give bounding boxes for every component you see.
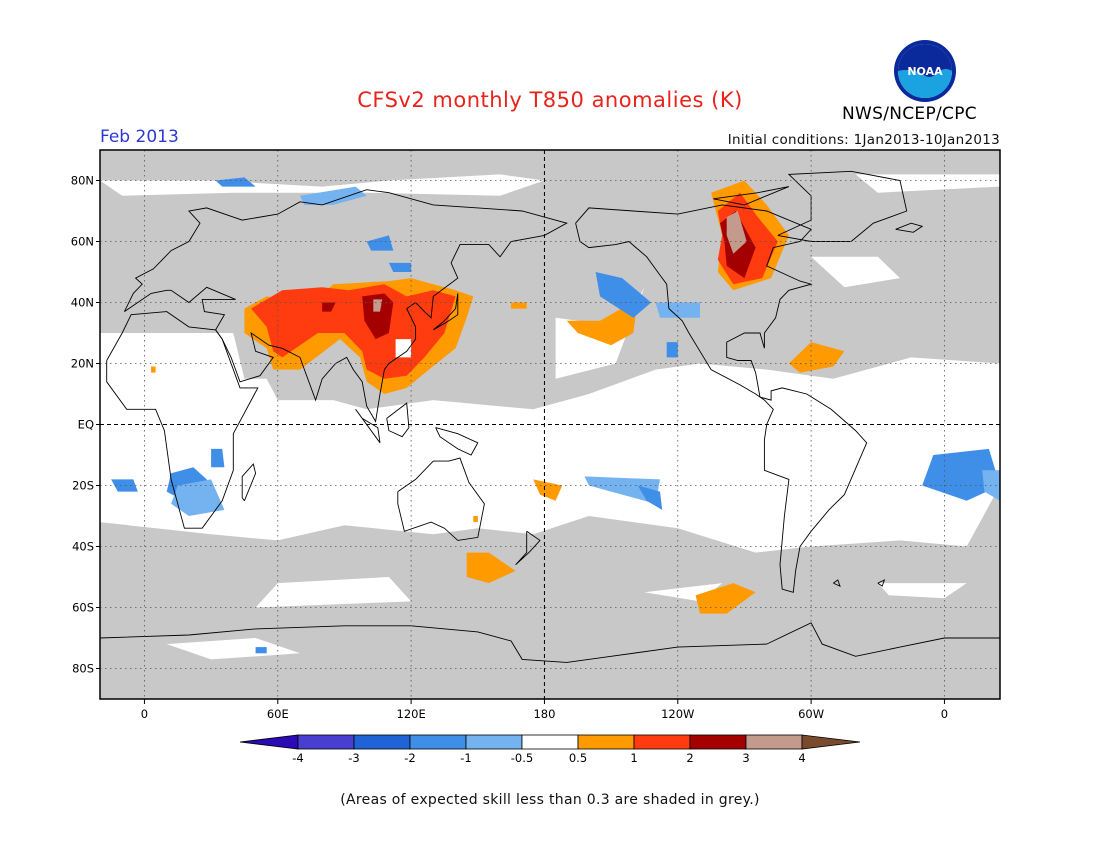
map-title: CFSv2 monthly T850 anomalies (K) [357, 88, 743, 112]
lat-tick-label: 60N [71, 235, 94, 249]
anomaly-patch-2 [362, 293, 394, 340]
coastline-7 [386, 402, 410, 438]
colorbar-tick-label: -0.5 [511, 751, 533, 765]
coastline-0 [106, 311, 259, 529]
coastline-9 [575, 204, 868, 593]
colorbar-bin [689, 734, 747, 750]
lat-tick-label: 20N [71, 357, 94, 371]
colorbar-tick-label: 1 [630, 751, 637, 765]
colorbar-bin [297, 734, 355, 750]
coastline-2 [241, 463, 257, 502]
colorbar-tick-label: -2 [404, 751, 415, 765]
anomaly-patch-3 [322, 302, 336, 312]
anomaly-patch-20 [111, 479, 138, 492]
anomaly-patch-24 [637, 485, 663, 510]
anomaly-patch-6 [511, 302, 527, 309]
colorbar-bin [239, 734, 299, 750]
skill-region-5 [255, 577, 412, 608]
anomaly-patch-17 [151, 366, 156, 373]
lat-tick-label: 40S [72, 540, 94, 554]
lat-tick-label: 80S [72, 662, 94, 676]
initial-conditions: Initial conditions: 1Jan2013-10Jan2013 [727, 132, 1000, 148]
anomaly-patch-32 [255, 647, 267, 654]
colorbar-bin [633, 734, 691, 750]
lon-tick-label: 120E [397, 707, 426, 721]
skill-region-3 [100, 174, 545, 196]
colorbar-tick-label: 3 [742, 751, 749, 765]
anomaly-patch-16 [473, 516, 478, 523]
anomaly-patch-27 [666, 342, 678, 358]
anomaly-patch-12 [788, 342, 845, 373]
colorbar-tick-label: 2 [686, 751, 693, 765]
lon-tick-label: 60W [798, 707, 824, 721]
lon-tick-label: 180 [533, 707, 555, 721]
anomaly-patch-23 [584, 476, 660, 504]
valid-period: Feb 2013 [100, 127, 179, 147]
coastline-13 [100, 622, 1000, 663]
anomaly-patch-25 [595, 272, 652, 318]
coastline-14 [877, 579, 886, 587]
coastline-15 [833, 579, 841, 587]
colorbar-tick-label: -1 [460, 751, 471, 765]
coastline-12 [713, 186, 790, 206]
lon-tick-label: 0 [141, 707, 148, 721]
coastline-8 [433, 293, 459, 331]
anomaly-patch-31 [388, 262, 412, 272]
anomaly-patch-15 [695, 583, 756, 614]
colorbar-bin [577, 734, 635, 750]
colorbar-bin [353, 734, 411, 750]
footnote: (Areas of expected skill less than 0.3 a… [340, 792, 760, 808]
anomaly-patch-7 [566, 299, 638, 346]
lon-tick-label: 120W [661, 707, 694, 721]
lat-tick-label: EQ [78, 418, 94, 432]
coastline-6 [355, 409, 381, 444]
anomaly-patch-22 [922, 448, 1000, 501]
coastline-5 [435, 427, 479, 456]
colorbar-bin [801, 734, 861, 750]
colorbar-tick-label: -3 [348, 751, 359, 765]
anomaly-patch-18 [211, 448, 225, 468]
anomaly-patch-13 [533, 479, 563, 501]
lat-tick-label: 80N [71, 174, 94, 188]
coastline-4 [515, 530, 541, 566]
anomaly-patch-5 [395, 339, 412, 358]
colorbar-tick-label: -4 [292, 751, 303, 765]
anomaly-patch-30 [366, 235, 394, 251]
colorbar-bin [409, 734, 467, 750]
lat-tick-label: 40N [71, 296, 94, 310]
colorbar-bin [745, 734, 803, 750]
skill-region-6 [166, 638, 300, 660]
coastline-11 [895, 222, 924, 233]
skill-region-0 [100, 333, 1000, 553]
lat-tick-label: 60S [72, 601, 94, 615]
coastline-1 [123, 189, 568, 423]
noaa-logo: NOAA [892, 38, 958, 108]
colorbar-bin [465, 734, 523, 750]
lat-tick-label: 20S [72, 479, 94, 493]
colorbar-tick-label: 4 [798, 751, 805, 765]
lon-tick-label: 60E [267, 707, 289, 721]
agency-label: NWS/NCEP/CPC [842, 104, 977, 124]
coastline-3 [397, 457, 485, 541]
noaa-logo-text: NOAA [907, 65, 943, 78]
lon-tick-label: 0 [941, 707, 948, 721]
colorbar-bin [521, 734, 579, 750]
anomaly-patch-14 [466, 552, 516, 584]
anomaly-patch-29 [300, 186, 367, 205]
anomaly-patch-11 [726, 211, 747, 254]
skill-region-2 [811, 256, 900, 288]
skill-region-8 [877, 583, 967, 599]
colorbar-tick-label: 0.5 [569, 751, 587, 765]
anomaly-patch-28 [215, 177, 256, 187]
anomaly-patch-21 [171, 479, 225, 516]
